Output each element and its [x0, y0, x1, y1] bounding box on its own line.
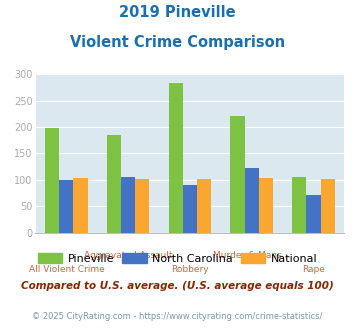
Text: © 2025 CityRating.com - https://www.cityrating.com/crime-statistics/: © 2025 CityRating.com - https://www.city… [32, 312, 323, 321]
Bar [107, 135, 121, 233]
Bar [169, 83, 183, 233]
Bar [306, 195, 321, 233]
Text: All Violent Crime: All Violent Crime [28, 265, 104, 274]
Bar [73, 178, 88, 233]
Bar [59, 180, 73, 233]
Bar [197, 179, 211, 233]
Bar [292, 177, 306, 233]
Legend: Pineville, North Carolina, National: Pineville, North Carolina, National [33, 248, 322, 268]
Bar [135, 179, 149, 233]
Bar [45, 128, 59, 233]
Bar [121, 177, 135, 233]
Text: Violent Crime Comparison: Violent Crime Comparison [70, 35, 285, 50]
Text: Murder & Mans...: Murder & Mans... [213, 251, 290, 260]
Text: Robbery: Robbery [171, 265, 209, 274]
Bar [245, 168, 259, 233]
Text: Compared to U.S. average. (U.S. average equals 100): Compared to U.S. average. (U.S. average … [21, 281, 334, 291]
Text: Rape: Rape [302, 265, 325, 274]
Bar [230, 116, 245, 233]
Bar [183, 184, 197, 233]
Bar [259, 178, 273, 233]
Text: 2019 Pineville: 2019 Pineville [119, 5, 236, 20]
Bar [321, 179, 335, 233]
Text: Aggravated Assault: Aggravated Assault [84, 251, 173, 260]
